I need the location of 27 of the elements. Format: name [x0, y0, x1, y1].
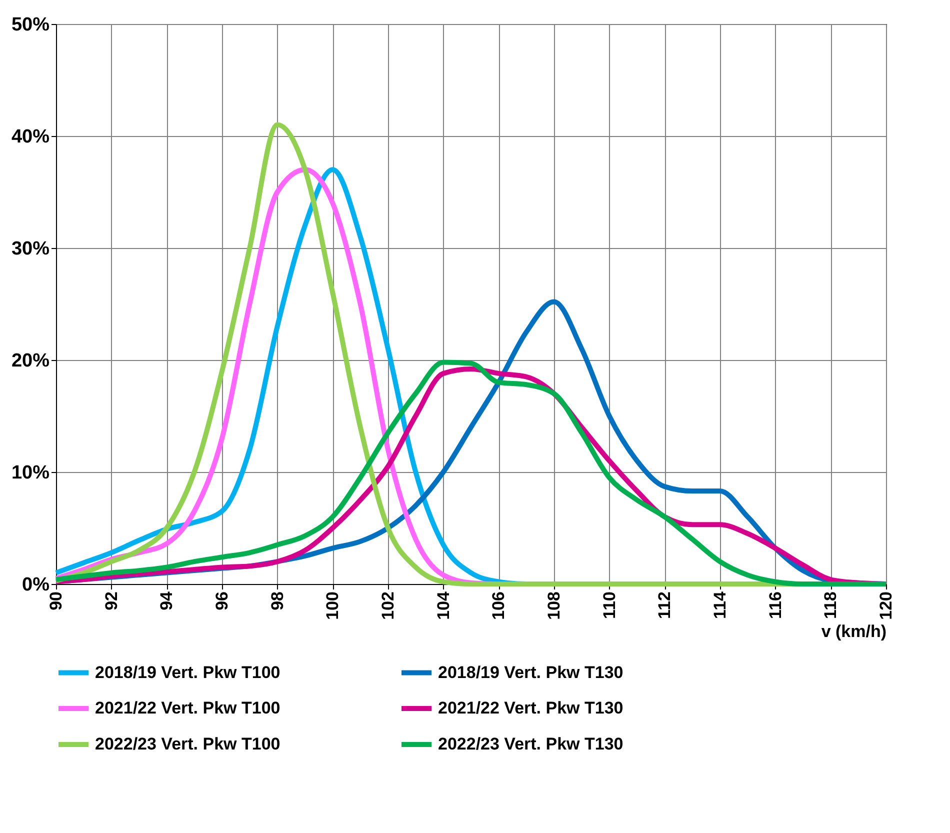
x-tick-label: 118	[821, 592, 840, 619]
x-tick-label: 102	[378, 592, 398, 620]
y-tick-label: 20%	[11, 350, 50, 372]
y-tick-label: 50%	[11, 14, 50, 36]
legend-label: 2022/23 Vert. Pkw T130	[438, 734, 624, 754]
x-tick-label: 92	[102, 592, 121, 610]
x-axis-title: v (km/h)	[821, 622, 886, 641]
x-tick-label: 96	[212, 592, 232, 610]
x-tick-label: 114	[710, 590, 730, 619]
x-tick-label: 104	[434, 590, 453, 620]
x-tick-label: 112	[655, 592, 674, 619]
x-tick-label: 108	[544, 592, 564, 620]
legend-label: 2018/19 Vert. Pkw T100	[95, 662, 280, 682]
x-tick-label: 116	[766, 592, 785, 619]
x-tick-label: 110	[600, 592, 619, 619]
x-tick-label: 106	[489, 592, 508, 620]
y-tick-label: 10%	[11, 462, 50, 484]
y-tick-label: 40%	[11, 126, 50, 148]
legend-label: 2018/19 Vert. Pkw T130	[438, 662, 624, 682]
legend-label: 2022/23 Vert. Pkw T100	[95, 734, 280, 754]
x-tick-label: 120	[876, 592, 896, 620]
legend-label: 2021/22 Vert. Pkw T130	[438, 698, 624, 718]
x-tick-label: 100	[323, 592, 342, 620]
x-tick-label: 94	[157, 590, 176, 610]
y-tick-label: 30%	[11, 238, 50, 260]
legend-label: 2021/22 Vert. Pkw T100	[95, 698, 280, 718]
x-tick-label: 98	[268, 592, 287, 610]
